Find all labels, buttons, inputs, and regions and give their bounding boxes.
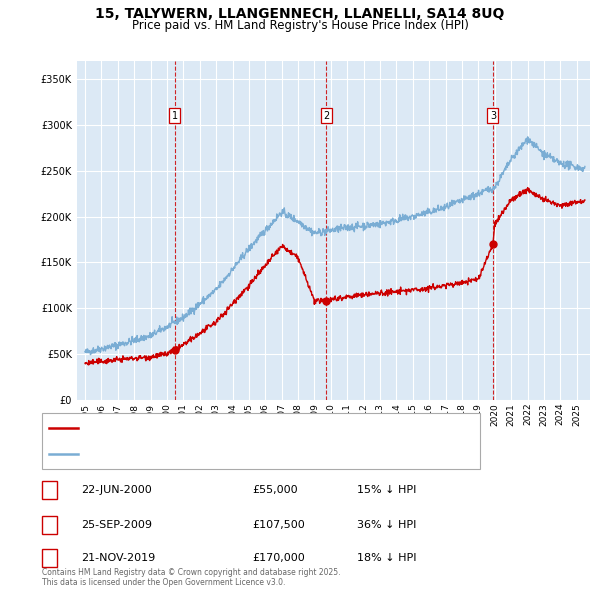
Text: 18% ↓ HPI: 18% ↓ HPI <box>357 553 416 563</box>
Text: HPI: Average price, detached house, Carmarthenshire: HPI: Average price, detached house, Carm… <box>84 449 347 459</box>
Text: 1: 1 <box>172 111 178 121</box>
Text: £55,000: £55,000 <box>252 485 298 495</box>
Text: 2: 2 <box>323 111 329 121</box>
Text: 3: 3 <box>46 553 53 563</box>
Text: Price paid vs. HM Land Registry's House Price Index (HPI): Price paid vs. HM Land Registry's House … <box>131 19 469 32</box>
Text: £170,000: £170,000 <box>252 553 305 563</box>
Text: 1: 1 <box>46 485 53 495</box>
Text: 15% ↓ HPI: 15% ↓ HPI <box>357 485 416 495</box>
Text: 21-NOV-2019: 21-NOV-2019 <box>81 553 155 563</box>
Text: 15, TALYWERN, LLANGENNECH, LLANELLI, SA14 8UQ (detached house): 15, TALYWERN, LLANGENNECH, LLANELLI, SA1… <box>84 423 431 433</box>
Text: 3: 3 <box>490 111 496 121</box>
Text: 22-JUN-2000: 22-JUN-2000 <box>81 485 152 495</box>
Text: 25-SEP-2009: 25-SEP-2009 <box>81 520 152 530</box>
Text: Contains HM Land Registry data © Crown copyright and database right 2025.
This d: Contains HM Land Registry data © Crown c… <box>42 568 341 587</box>
Text: 2: 2 <box>46 520 53 530</box>
Text: 36% ↓ HPI: 36% ↓ HPI <box>357 520 416 530</box>
Text: £107,500: £107,500 <box>252 520 305 530</box>
Text: 15, TALYWERN, LLANGENNECH, LLANELLI, SA14 8UQ: 15, TALYWERN, LLANGENNECH, LLANELLI, SA1… <box>95 7 505 21</box>
